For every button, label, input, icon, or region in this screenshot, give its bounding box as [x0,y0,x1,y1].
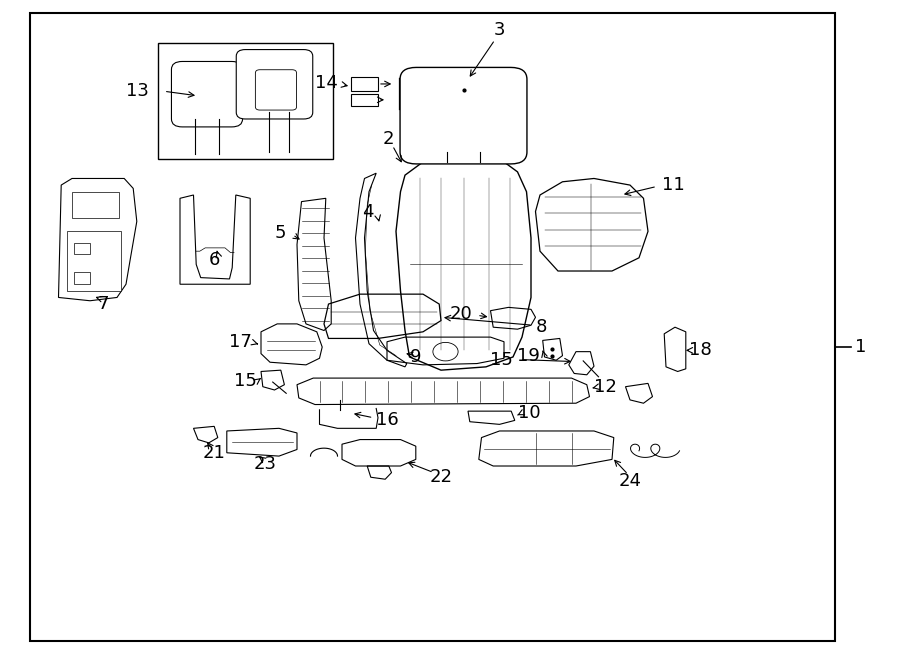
Bar [158,43,333,159]
Bar [351,77,378,91]
Text: 3: 3 [494,20,505,39]
Bar [351,94,378,106]
Text: 9: 9 [410,348,421,366]
Text: 2: 2 [383,130,394,148]
Text: 13: 13 [126,82,148,100]
Text: 8: 8 [536,318,547,336]
Text: 20: 20 [450,305,472,323]
Bar [72,192,119,218]
Bar [74,272,90,284]
Text: 19: 19 [518,346,540,365]
Text: 5: 5 [274,223,286,242]
Text: 21: 21 [202,444,226,462]
FancyBboxPatch shape [171,61,243,127]
Text: 7: 7 [98,295,109,313]
Bar [74,243,90,254]
Text: 16: 16 [376,410,399,429]
Text: 1: 1 [855,338,867,356]
Text: 15: 15 [234,372,256,391]
FancyBboxPatch shape [400,67,527,164]
FancyBboxPatch shape [236,50,313,119]
Text: 22: 22 [429,468,453,486]
Bar [30,13,835,641]
Text: 24: 24 [618,471,642,490]
Text: 6: 6 [209,251,220,269]
Bar [67,231,121,291]
FancyBboxPatch shape [256,69,297,110]
Text: 14: 14 [315,73,338,92]
Text: 10: 10 [518,404,540,422]
Text: 4: 4 [362,202,374,221]
Text: 18: 18 [689,341,712,360]
Text: 15: 15 [491,350,513,369]
Text: 17: 17 [230,333,252,352]
Text: 11: 11 [662,176,684,194]
Text: 12: 12 [594,377,616,396]
Text: 23: 23 [254,455,277,473]
